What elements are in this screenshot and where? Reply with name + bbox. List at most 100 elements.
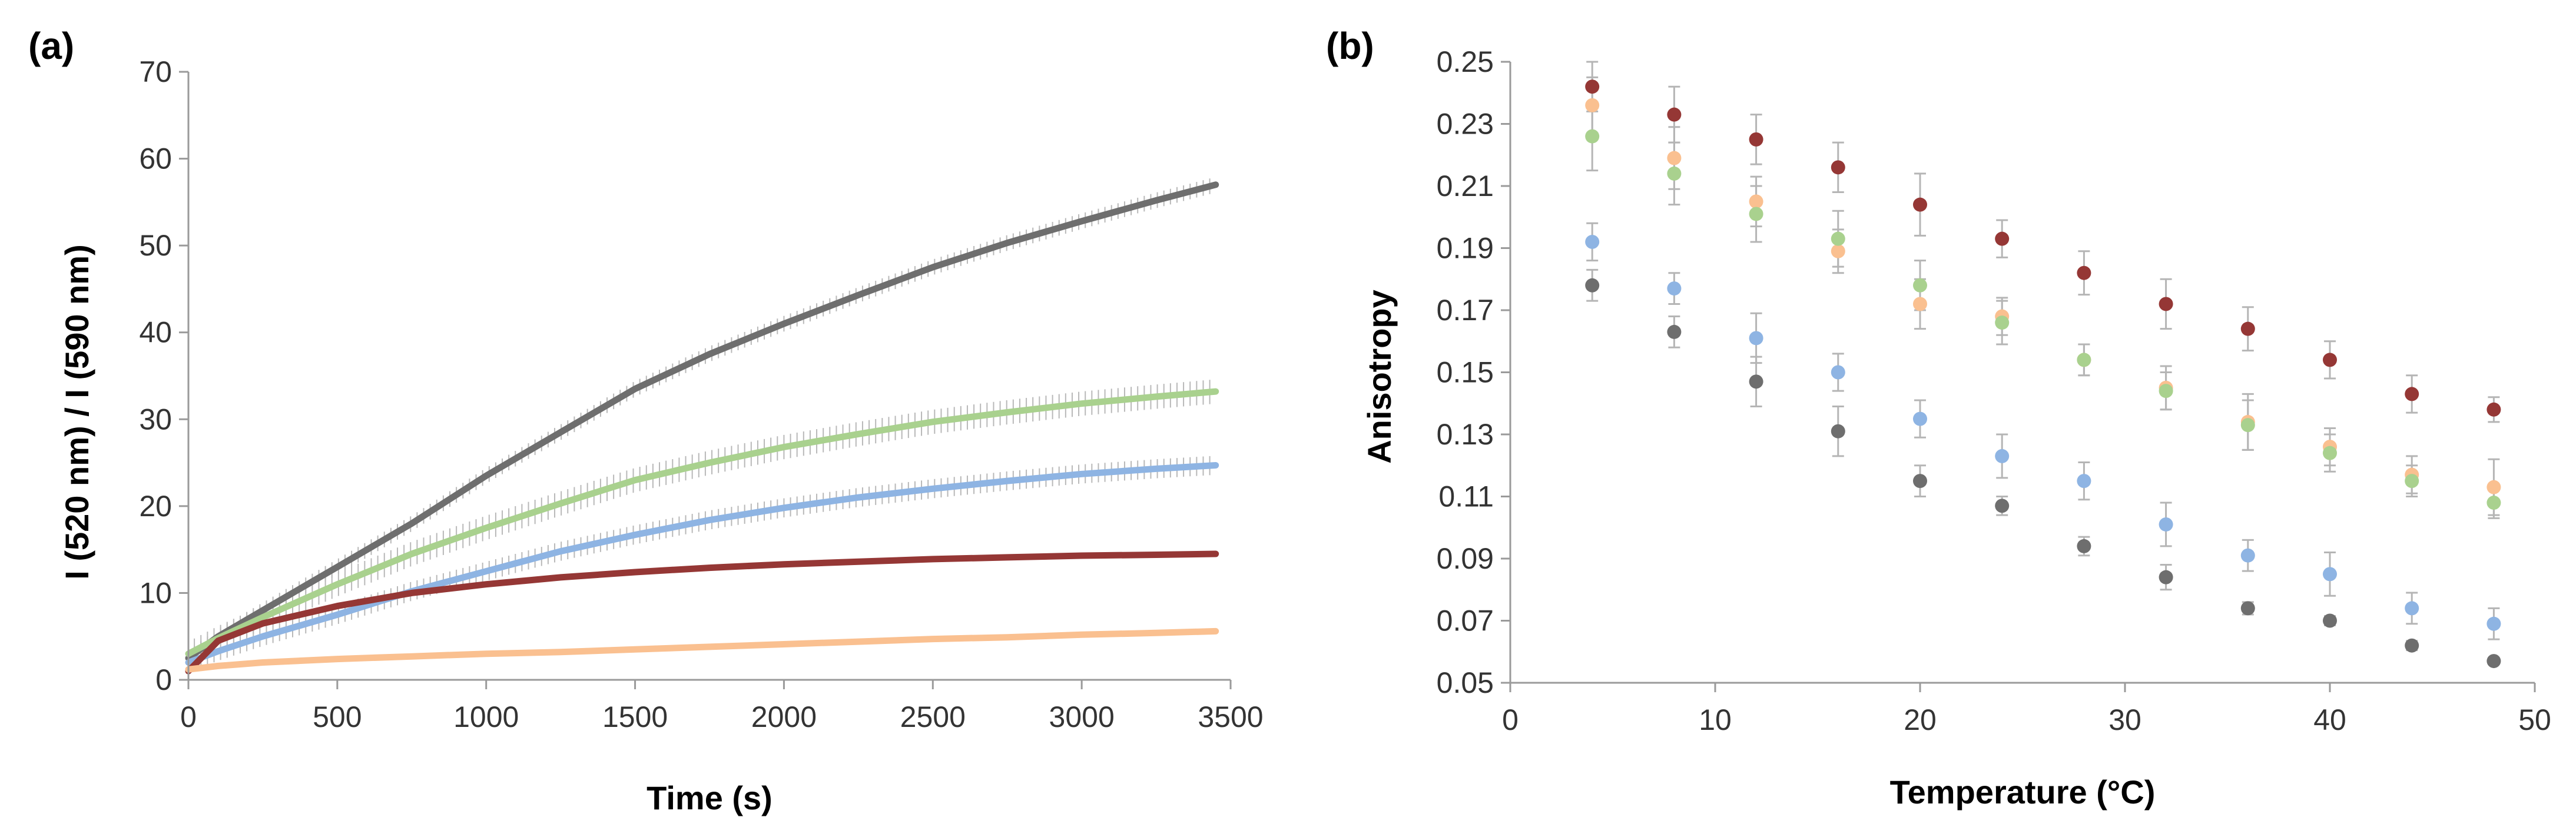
panel-b-x-tick-label: 0 [1502,703,1519,736]
panel-b-data-point [2240,321,2255,336]
panel-b-data-point [2487,654,2501,669]
panel-b-data-point [2323,613,2337,628]
panel-a-x-axis-title: Time (s) [647,779,773,816]
panel-b-data-point [1831,231,1845,246]
panel-b-y-tick-label: 0.09 [1437,542,1494,575]
panel-b-data-point [1913,297,1927,311]
panel-b-data-point [2240,601,2255,616]
panel-a-series-line [185,388,1219,657]
panel-a-y-tick-label: 10 [139,576,172,609]
panel-b-data-point [1585,234,1600,249]
panel-b-y-tick-label: 0.05 [1437,666,1494,699]
panel-b-data-point [1995,499,2010,513]
panel-b-data-point [1913,474,1927,489]
panel-b-data-point [2405,601,2419,616]
panel-b-data-point [1749,132,1763,147]
panel-a: (a) 0 10 20 30 40 50 60 70 0 500 1000 1500 2000 2500… [28,25,1264,816]
panel-b-y-tick-label: 0.21 [1437,170,1494,202]
panel-a-x-tick-label: 500 [313,700,362,733]
panel-b-data-point [1667,107,1682,122]
panel-b-data-point [2077,265,2091,280]
panel-b-label: (b) [1326,25,1374,67]
panel-b-data-point [2240,548,2255,563]
panel-b-y-tick-label: 0.17 [1437,294,1494,327]
panel-b-data-point [2487,402,2501,417]
panel-b-data-point [1831,424,1845,439]
panel-b-data-point [2159,570,2173,584]
panel-b-data-point [2159,384,2173,398]
panel-a-series-line [185,627,1219,673]
panel-b-data-point [1831,244,1845,258]
panel-b-x-ticks: 0 10 20 30 40 50 [1502,683,2551,736]
panel-a-series-line [185,462,1219,666]
panel-a-x-ticks: 0 500 1000 1500 2000 2500 3000 3500 [180,680,1264,733]
panel-b-data-point [1667,151,1682,165]
panel-b-data-point [2323,446,2337,460]
panel-a-y-tick-label: 30 [139,403,172,436]
panel-b-data-point [1995,449,2010,463]
panel-b-data-point [1585,98,1600,112]
panel-b-data-point [1995,231,2010,246]
panel-a-x-tick-label: 3500 [1198,700,1263,733]
panel-b-data-point [1913,197,1927,212]
panel-a-y-tick-label: 20 [139,490,172,523]
panel-a-y-ticks: 0 10 20 30 40 50 60 70 [139,55,188,696]
panel-b-y-tick-label: 0.13 [1437,418,1494,451]
panel-b-data-point [2405,387,2419,401]
panel-b-data-point [1749,374,1763,389]
panel-b-data-point [1667,166,1682,181]
panel-a-y-tick-label: 70 [139,55,172,88]
panel-b-data-point [2077,539,2091,553]
panel-b-data-point [1995,315,2010,330]
panel-b-y-tick-label: 0.23 [1437,108,1494,141]
panel-b-data-point [1831,365,1845,380]
panel-a-x-tick-label: 3000 [1049,700,1115,733]
panel-b-y-tick-label: 0.19 [1437,232,1494,265]
panel-b-data-point [2077,353,2091,367]
panel-b-data-point [1831,160,1845,175]
panel-a-y-tick-label: 40 [139,316,172,349]
panel-b-data-point [1913,411,1927,426]
panel-b-y-tick-label: 0.07 [1437,604,1494,637]
panel-a-y-axis-title: I (520 nm) / I (590 nm) [58,244,95,580]
panel-b-data-point [1749,207,1763,221]
panel-b-y-axis-title: Anisotropy [1361,290,1398,464]
panel-b-data-point [2323,353,2337,367]
panel-a-x-tick-label: 1000 [453,700,519,733]
panel-b-x-tick-label: 40 [2313,703,2346,736]
panel-b-data-point [1913,278,1927,293]
panel-b-y-tick-label: 0.15 [1437,356,1494,389]
panel-a-x-tick-label: 0 [180,700,197,733]
panel-b-data-point [1667,324,1682,339]
panel-a-label: (a) [28,25,74,67]
panel-b-data-point [2077,474,2091,489]
panel-b-data-point [2159,297,2173,311]
panel-b-data-point [2405,474,2419,489]
panel-b-series [1585,79,2501,669]
panel-b-data-point [1667,281,1682,296]
panel-b-data-point [1585,278,1600,293]
panel-b-x-tick-label: 30 [2108,703,2141,736]
panel-b-data-point [2159,517,2173,532]
panel-b-x-tick-label: 50 [2518,703,2551,736]
panel-a-series [185,181,1219,675]
panel-b-x-tick-label: 10 [1699,703,1732,736]
panel-a-series-line [185,550,1219,675]
panel-b: (b) 0.05 0.07 0.09 0.11 0.13 0.15 0.17 0.19 0.21… [1326,25,2551,811]
panel-b-data-point [1749,194,1763,209]
panel-a-x-tick-label: 2500 [900,700,966,733]
panel-a-y-tick-label: 50 [139,229,172,262]
panel-a-x-tick-label: 2000 [751,700,817,733]
panel-b-data-point [2487,616,2501,631]
panel-b-data-point [2323,567,2337,582]
panel-b-y-tick-label: 0.11 [1438,480,1494,513]
panel-a-x-tick-label: 1500 [602,700,668,733]
panel-b-data-point [2487,496,2501,510]
panel-b-x-tick-label: 20 [1904,703,1937,736]
panel-b-x-axis-title: Temperature (°C) [1890,773,2156,811]
panel-b-y-tick-label: 0.25 [1437,45,1494,78]
panel-b-data-point [2405,638,2419,653]
panel-b-data-point [2240,418,2255,433]
panel-b-data-point [1585,129,1600,144]
